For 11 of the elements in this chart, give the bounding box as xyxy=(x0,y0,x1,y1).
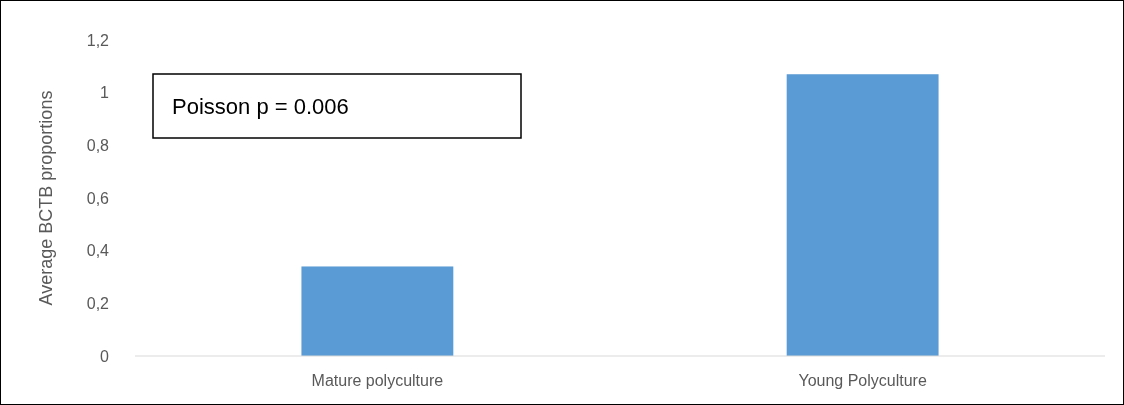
x-tick-label: Young Polyculture xyxy=(798,372,927,389)
annotation: Poisson p = 0.006 xyxy=(172,93,349,119)
x-tick-label: Mature polyculture xyxy=(311,372,444,389)
y-tick-label: 1 xyxy=(100,84,110,102)
y-tick-label: 0,2 xyxy=(86,294,110,312)
y-tick-label: 0 xyxy=(100,347,110,365)
y-tick-label: 0,8 xyxy=(86,136,110,154)
y-tick-label: 1,2 xyxy=(86,31,110,49)
y-axis-title: Average BCTB proportions xyxy=(36,90,56,306)
y-tick-label: 0,6 xyxy=(86,189,110,207)
y-tick-label: 0,4 xyxy=(86,242,110,260)
